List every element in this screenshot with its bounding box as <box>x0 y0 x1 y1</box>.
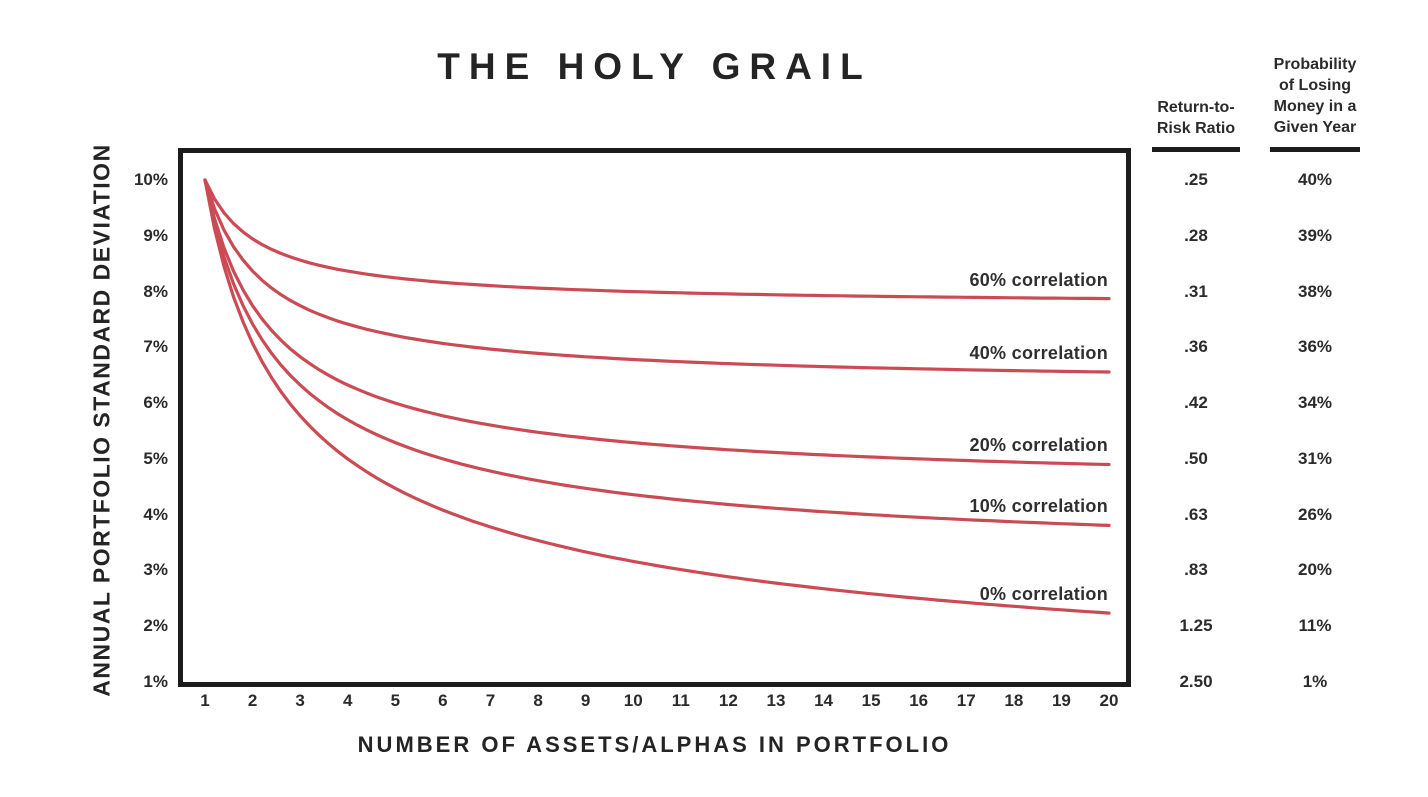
curve-label-1: 40% correlation <box>969 342 1108 363</box>
x-tick-17: 17 <box>956 691 976 710</box>
x-tick-12: 12 <box>718 691 738 710</box>
probability-header-line-1: Probability <box>1273 56 1357 73</box>
x-tick-7: 7 <box>485 691 496 710</box>
return-to-risk-value-9: 2.50 <box>1179 672 1213 692</box>
y-tick-1%: 1% <box>143 672 168 692</box>
curve-label-2: 20% correlation <box>969 435 1108 456</box>
x-tick-9: 9 <box>580 691 591 710</box>
y-tick-5%: 5% <box>143 448 168 468</box>
x-tick-20: 20 <box>1099 691 1119 710</box>
x-tick-5: 5 <box>390 691 401 710</box>
probability-column-header: Probability of Losing Money in a Given Y… <box>1255 54 1375 138</box>
return-to-risk-value-7: .83 <box>1184 560 1208 580</box>
correlation-curve-2 <box>203 178 1111 467</box>
probability-header-line-2: of Losing <box>1279 77 1351 94</box>
x-tick-14: 14 <box>814 691 833 710</box>
curve-label-0: 60% correlation <box>969 269 1108 290</box>
x-tick-13: 13 <box>766 691 786 710</box>
x-tick-6: 6 <box>438 691 448 710</box>
x-tick-18: 18 <box>1004 691 1024 710</box>
return-to-risk-value-4: .42 <box>1184 393 1208 413</box>
y-tick-6%: 6% <box>143 393 168 413</box>
probability-header-rule <box>1270 147 1360 152</box>
x-tick-1: 1 <box>200 691 210 710</box>
return-to-risk-column-header: Return-to- Risk Ratio <box>1146 97 1246 139</box>
y-tick-4%: 4% <box>143 504 168 524</box>
y-tick-8%: 8% <box>143 281 168 301</box>
y-tick-7%: 7% <box>143 337 168 357</box>
correlation-curve-0 <box>203 178 1111 301</box>
y-tick-3%: 3% <box>143 560 168 580</box>
return-to-risk-value-0: .25 <box>1184 170 1208 189</box>
correlation-curve-1 <box>203 178 1111 374</box>
return-to-risk-value-3: .36 <box>1184 337 1208 357</box>
y-tick-9%: 9% <box>143 225 168 245</box>
probability-value-4: 34% <box>1297 393 1333 413</box>
return-to-risk-values-column: .25 .28 .31 .36 .42 .50 .63 .83 1.25 2.50 <box>1146 0 1246 797</box>
probability-value-5: 31% <box>1297 448 1333 468</box>
probability-value-0: 40% <box>1297 170 1333 189</box>
return-to-risk-header-rule <box>1152 147 1240 152</box>
curve-label-3: 10% correlation <box>969 496 1108 517</box>
probability-value-6: 26% <box>1297 504 1333 524</box>
x-tick-2: 2 <box>247 691 258 710</box>
correlation-curve-3 <box>203 178 1111 528</box>
probability-value-8: 11% <box>1298 616 1332 636</box>
x-tick-10: 10 <box>623 691 643 710</box>
probability-value-2: 38% <box>1297 281 1333 301</box>
probability-value-1: 39% <box>1297 225 1333 245</box>
x-tick-8: 8 <box>533 691 543 710</box>
probability-header-line-3: Money in a <box>1273 98 1357 115</box>
y-tick-10%: 10% <box>133 170 168 189</box>
probability-value-3: 36% <box>1297 337 1333 357</box>
return-to-risk-header-line-2: Risk Ratio <box>1156 120 1236 137</box>
return-to-risk-value-6: .63 <box>1184 504 1208 524</box>
return-to-risk-value-8: 1.25 <box>1179 616 1213 636</box>
return-to-risk-header-line-1: Return-to- <box>1157 99 1235 116</box>
x-tick-4: 4 <box>343 691 353 710</box>
chart-title: THE HOLY GRAIL <box>437 46 872 87</box>
correlation-curve-4 <box>203 178 1111 615</box>
probability-values-column: 40% 39% 38% 36% 34% 31% 26% 20% 11% 1% <box>1255 0 1375 797</box>
x-axis-title: NUMBER OF ASSETS/ALPHAS IN PORTFOLIO <box>357 732 952 757</box>
probability-header-line-4: Given Year <box>1273 119 1357 136</box>
x-tick-3: 3 <box>295 691 305 710</box>
plot-area <box>178 148 1131 687</box>
x-tick-16: 16 <box>909 691 929 710</box>
y-axis-title: ANNUAL PORTFOLIO STANDARD DEVIATION <box>88 143 115 697</box>
probability-value-9: 1% <box>1302 672 1328 692</box>
return-to-risk-value-5: .50 <box>1184 448 1208 468</box>
return-to-risk-value-1: .28 <box>1184 225 1208 245</box>
x-tick-15: 15 <box>861 691 881 710</box>
y-tick-2%: 2% <box>143 616 168 636</box>
return-to-risk-value-2: .31 <box>1184 281 1208 301</box>
x-tick-19: 19 <box>1051 691 1071 710</box>
x-tick-11: 11 <box>671 691 690 710</box>
probability-value-7: 20% <box>1297 560 1333 580</box>
curve-label-4: 0% correlation <box>979 583 1108 604</box>
